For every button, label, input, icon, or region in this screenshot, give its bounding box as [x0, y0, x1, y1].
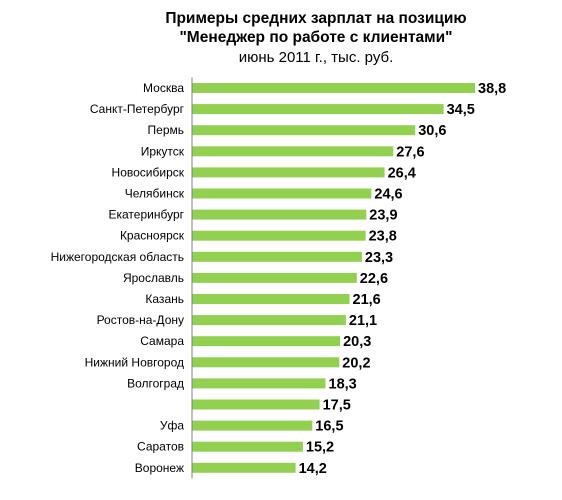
value-label: 21,6: [353, 292, 381, 308]
bar: [192, 336, 341, 347]
value-labels: 38,834,530,6 27,6 26,4 24,6 23,9 23,8 23,3 22,6…: [299, 81, 507, 477]
value-label: 38,8: [478, 81, 506, 97]
value-label: 23,9: [369, 208, 397, 224]
category-label: Саратов: [137, 440, 184, 454]
bar: [192, 399, 320, 410]
value-label: 16,5: [315, 419, 343, 435]
category-label: Казань: [145, 292, 184, 306]
bar: [192, 125, 416, 136]
category-label: Ярославль: [123, 271, 184, 285]
chart-subtitle: июнь 2011 г., тыс. руб.: [239, 49, 394, 66]
value-label: 21,1: [349, 313, 377, 329]
value-label: 20,3: [343, 334, 371, 350]
bar: [192, 272, 357, 283]
bar: [192, 462, 296, 473]
value-label: 14,2: [299, 461, 327, 477]
bars-group: [192, 83, 475, 473]
value-label: 26,4: [388, 165, 416, 181]
value-label: 34,5: [447, 102, 475, 118]
bar: [192, 83, 475, 93]
bar: [192, 167, 385, 178]
category-label: Самара: [140, 334, 184, 348]
category-label: Нижегородская область: [51, 250, 184, 264]
category-label: Иркутск: [141, 144, 185, 158]
category-label: Воронеж: [135, 461, 184, 475]
value-label: 20,2: [342, 355, 370, 371]
value-label: 27,6: [396, 144, 424, 160]
value-label: 23,3: [365, 250, 393, 266]
bar: [192, 357, 340, 368]
bar: [192, 188, 372, 199]
value-label: 17,5: [323, 398, 351, 414]
value-label: 23,8: [369, 229, 397, 245]
bar: [192, 378, 326, 389]
bar: [192, 104, 444, 115]
chart-title: Примеры средних зарплат на позицию: [165, 10, 466, 27]
bar: [192, 230, 366, 241]
bar: [192, 251, 362, 262]
category-label: Екатеринбург: [109, 208, 185, 222]
bar: [192, 294, 350, 304]
chart-title-line2: "Менеджер по работе с клиентами": [179, 29, 452, 46]
category-labels: Москва Санкт-Петербург Пермь Иркутск Новосиб…: [51, 81, 185, 475]
category-label: Красноярск: [120, 229, 185, 243]
value-label: 18,3: [329, 376, 357, 392]
category-label: Волгоград: [127, 376, 184, 390]
bar: [192, 209, 367, 220]
value-label: 30,6: [418, 123, 446, 139]
category-label: Санкт-Петербург: [90, 102, 185, 116]
category-label: Нижний Новгород: [85, 355, 184, 369]
category-label: Москва: [143, 81, 184, 95]
bar: [192, 420, 313, 431]
category-label: Пермь: [148, 123, 184, 137]
value-label: 24,6: [374, 187, 402, 203]
value-label: 15,2: [306, 440, 334, 456]
category-label: Новосибирск: [112, 165, 185, 179]
value-label: 22,6: [360, 271, 388, 287]
category-label: Челябинск: [125, 187, 185, 201]
category-label: Уфа: [160, 419, 184, 433]
category-label: Ростов-на-Дону: [97, 313, 184, 327]
bar: [192, 441, 303, 452]
bar: [192, 146, 394, 157]
bar: [192, 315, 346, 326]
